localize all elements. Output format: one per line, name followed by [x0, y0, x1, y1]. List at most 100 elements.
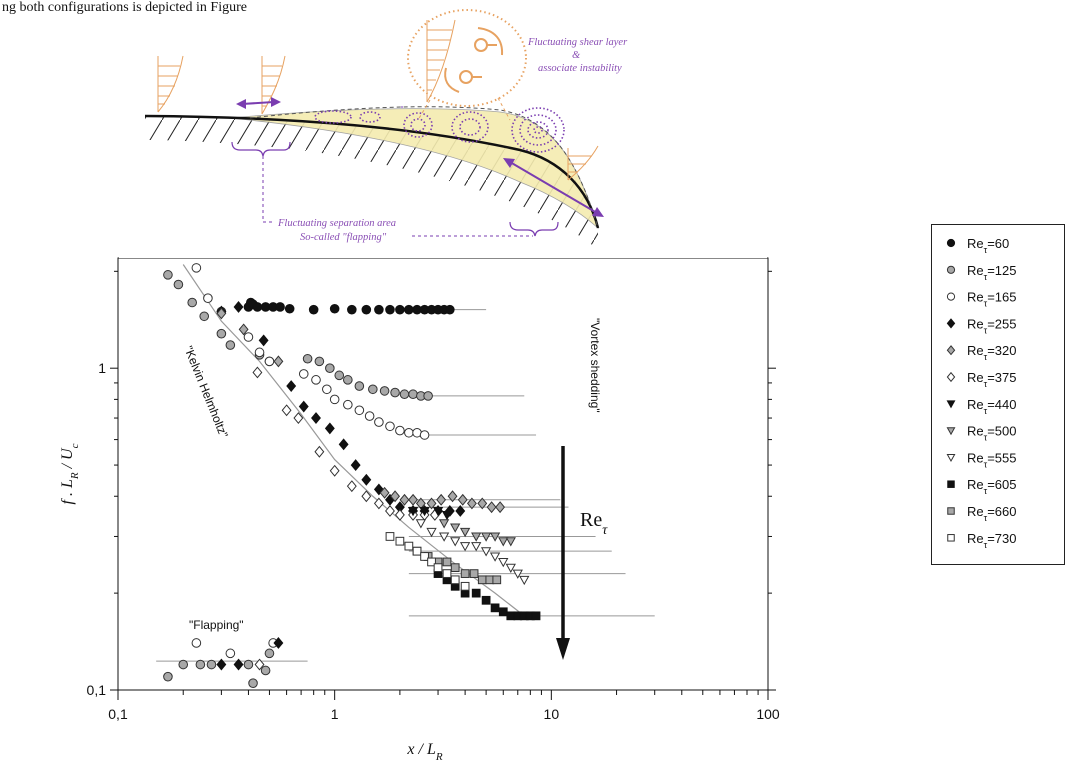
- data-point: [281, 404, 292, 417]
- data-point: [426, 527, 437, 538]
- flapping-label-line1: Fluctuating separation area: [277, 218, 396, 229]
- data-point: [395, 304, 405, 315]
- data-point: [191, 263, 202, 273]
- data-point: [445, 304, 455, 315]
- data-point: [420, 552, 429, 561]
- legend-label: Reτ=375: [967, 370, 1016, 389]
- data-point: [495, 501, 506, 514]
- data-point: [385, 532, 395, 541]
- data-point: [264, 648, 275, 659]
- data-point: [486, 501, 497, 514]
- data-point: [248, 678, 258, 688]
- schematic: Fluctuating shear layer & associate inst…: [144, 9, 628, 250]
- legend-marker: [946, 238, 956, 248]
- data-point: [394, 508, 405, 521]
- data-point: [354, 405, 365, 416]
- data-point: [459, 542, 471, 552]
- kh-label: "Kelvin Helmholtz": [181, 344, 231, 440]
- data-point: [338, 438, 349, 451]
- data-point: [447, 490, 458, 503]
- velocity-profile-1: [157, 55, 184, 113]
- data-point: [379, 386, 390, 396]
- data-point: [273, 355, 284, 368]
- data-point: [374, 304, 384, 315]
- data-point: [471, 588, 481, 598]
- data-point: [457, 493, 468, 506]
- x-tick-label: 1: [331, 706, 339, 722]
- data-point: [325, 363, 335, 373]
- data-point: [442, 557, 452, 567]
- axes: 0,1 1 10 100 0,1 1: [87, 270, 780, 722]
- data-point: [531, 611, 541, 621]
- data-point: [438, 519, 450, 529]
- data-point: [471, 532, 482, 542]
- data-point: [498, 537, 509, 547]
- plot-frame-cover: [119, 250, 767, 258]
- data-point: [450, 537, 461, 547]
- data-point: [308, 304, 319, 315]
- data-point: [187, 297, 197, 308]
- legend-label: Reτ=165: [967, 290, 1016, 309]
- data-point: [455, 505, 466, 517]
- data-point: [361, 490, 372, 503]
- x-axis-title: x / LR: [406, 741, 442, 763]
- data-point: [379, 486, 390, 499]
- data-point: [395, 536, 405, 546]
- legend: Reτ=60 Reτ=125 Reτ=165 Reτ=255 Reτ=320 Reτ=37…: [931, 224, 1065, 565]
- data-point: [492, 575, 502, 585]
- data-point: [412, 546, 422, 556]
- legend-label: Reτ=500: [967, 424, 1016, 443]
- data-point: [264, 356, 275, 367]
- data-point: [225, 648, 236, 659]
- data-point: [302, 353, 313, 364]
- data-point: [404, 541, 414, 551]
- data-point: [354, 381, 365, 391]
- data-point: [347, 304, 357, 315]
- data-point: [350, 459, 361, 472]
- data-point: [329, 394, 340, 405]
- data-point: [399, 389, 410, 400]
- legend-label: Reτ=730: [967, 531, 1016, 550]
- data-point: [505, 563, 516, 573]
- flapping-label: "Flapping": [189, 618, 244, 632]
- data-point: [243, 332, 254, 342]
- data-point: [512, 569, 523, 579]
- data-point: [505, 537, 516, 547]
- data-point: [427, 557, 436, 567]
- data-point: [314, 356, 325, 367]
- velocity-profile-2: [261, 55, 286, 115]
- chart: 0,1 1 10 100 0,1 1 Reτ "Kelvin Helmholtz" "Vo…: [59, 250, 780, 763]
- zoom-connector: [417, 99, 431, 121]
- legend-label: Reτ=440: [967, 397, 1016, 416]
- data-point: [489, 552, 501, 562]
- data-point: [441, 510, 453, 521]
- data-point: [419, 507, 430, 517]
- brace-right: [509, 221, 559, 237]
- data-point: [361, 304, 372, 315]
- data-point: [225, 340, 236, 350]
- kh-curve-line: [182, 264, 525, 617]
- data-point: [203, 293, 213, 304]
- data-point: [238, 323, 249, 336]
- data-point: [433, 563, 443, 573]
- x-tick-label: 0,1: [108, 706, 128, 722]
- flapping-arrow-right: [503, 158, 604, 217]
- data-point: [385, 421, 395, 432]
- data-point: [404, 427, 414, 438]
- data-point: [419, 430, 430, 440]
- data-point: [415, 519, 427, 529]
- data-point: [216, 307, 227, 320]
- data-point: [258, 334, 269, 347]
- data-point: [206, 659, 217, 670]
- legend-marker: [946, 345, 956, 356]
- data-point: [163, 270, 173, 280]
- data-point: [489, 532, 501, 542]
- data-point: [343, 375, 353, 385]
- y-tick-label: 0,1: [87, 682, 107, 698]
- data-point: [408, 389, 418, 400]
- legend-label: Reτ=60: [967, 236, 1009, 255]
- vortex-pair-icon: [444, 27, 504, 93]
- data-point: [385, 505, 395, 517]
- data-point: [252, 302, 263, 312]
- data-point: [314, 445, 325, 458]
